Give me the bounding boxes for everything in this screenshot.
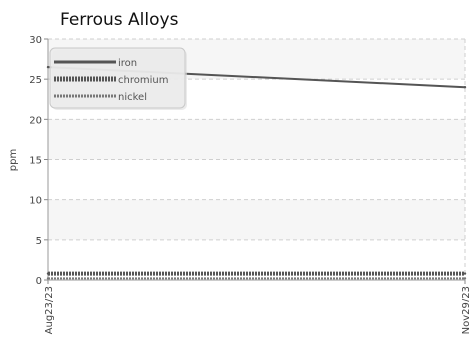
grid-band bbox=[48, 199, 465, 240]
plot-area: 0 5 10 15 20 25 30 Aug23/23 Nov29/23 bbox=[29, 35, 469, 334]
x-tick-label: Nov29/23 bbox=[461, 286, 469, 334]
x-tick-label: Aug23/23 bbox=[44, 286, 55, 334]
data-point-nickel bbox=[463, 277, 467, 280]
data-point-iron bbox=[463, 86, 467, 89]
data-point-iron bbox=[46, 65, 50, 69]
legend-label-nickel: nickel bbox=[118, 92, 147, 103]
y-tick-label: 5 bbox=[36, 236, 42, 247]
y-tick-label: 30 bbox=[29, 35, 42, 46]
legend-label-chromium: chromium bbox=[118, 75, 168, 86]
y-tick-label: 20 bbox=[29, 115, 42, 126]
data-point-chromium bbox=[463, 272, 467, 275]
legend: iron chromium nickel bbox=[49, 47, 187, 110]
y-axis-label: ppm bbox=[8, 149, 19, 171]
data-point-nickel bbox=[46, 277, 50, 280]
y-tick-label: 0 bbox=[36, 276, 42, 287]
grid-band bbox=[48, 119, 465, 160]
y-tick-label: 25 bbox=[29, 75, 42, 86]
y-tick-label: 15 bbox=[29, 156, 42, 167]
legend-label-iron: iron bbox=[118, 58, 137, 69]
chart-title: Ferrous Alloys bbox=[60, 10, 179, 30]
data-point-chromium bbox=[46, 272, 50, 275]
y-tick-label: 10 bbox=[29, 196, 42, 207]
